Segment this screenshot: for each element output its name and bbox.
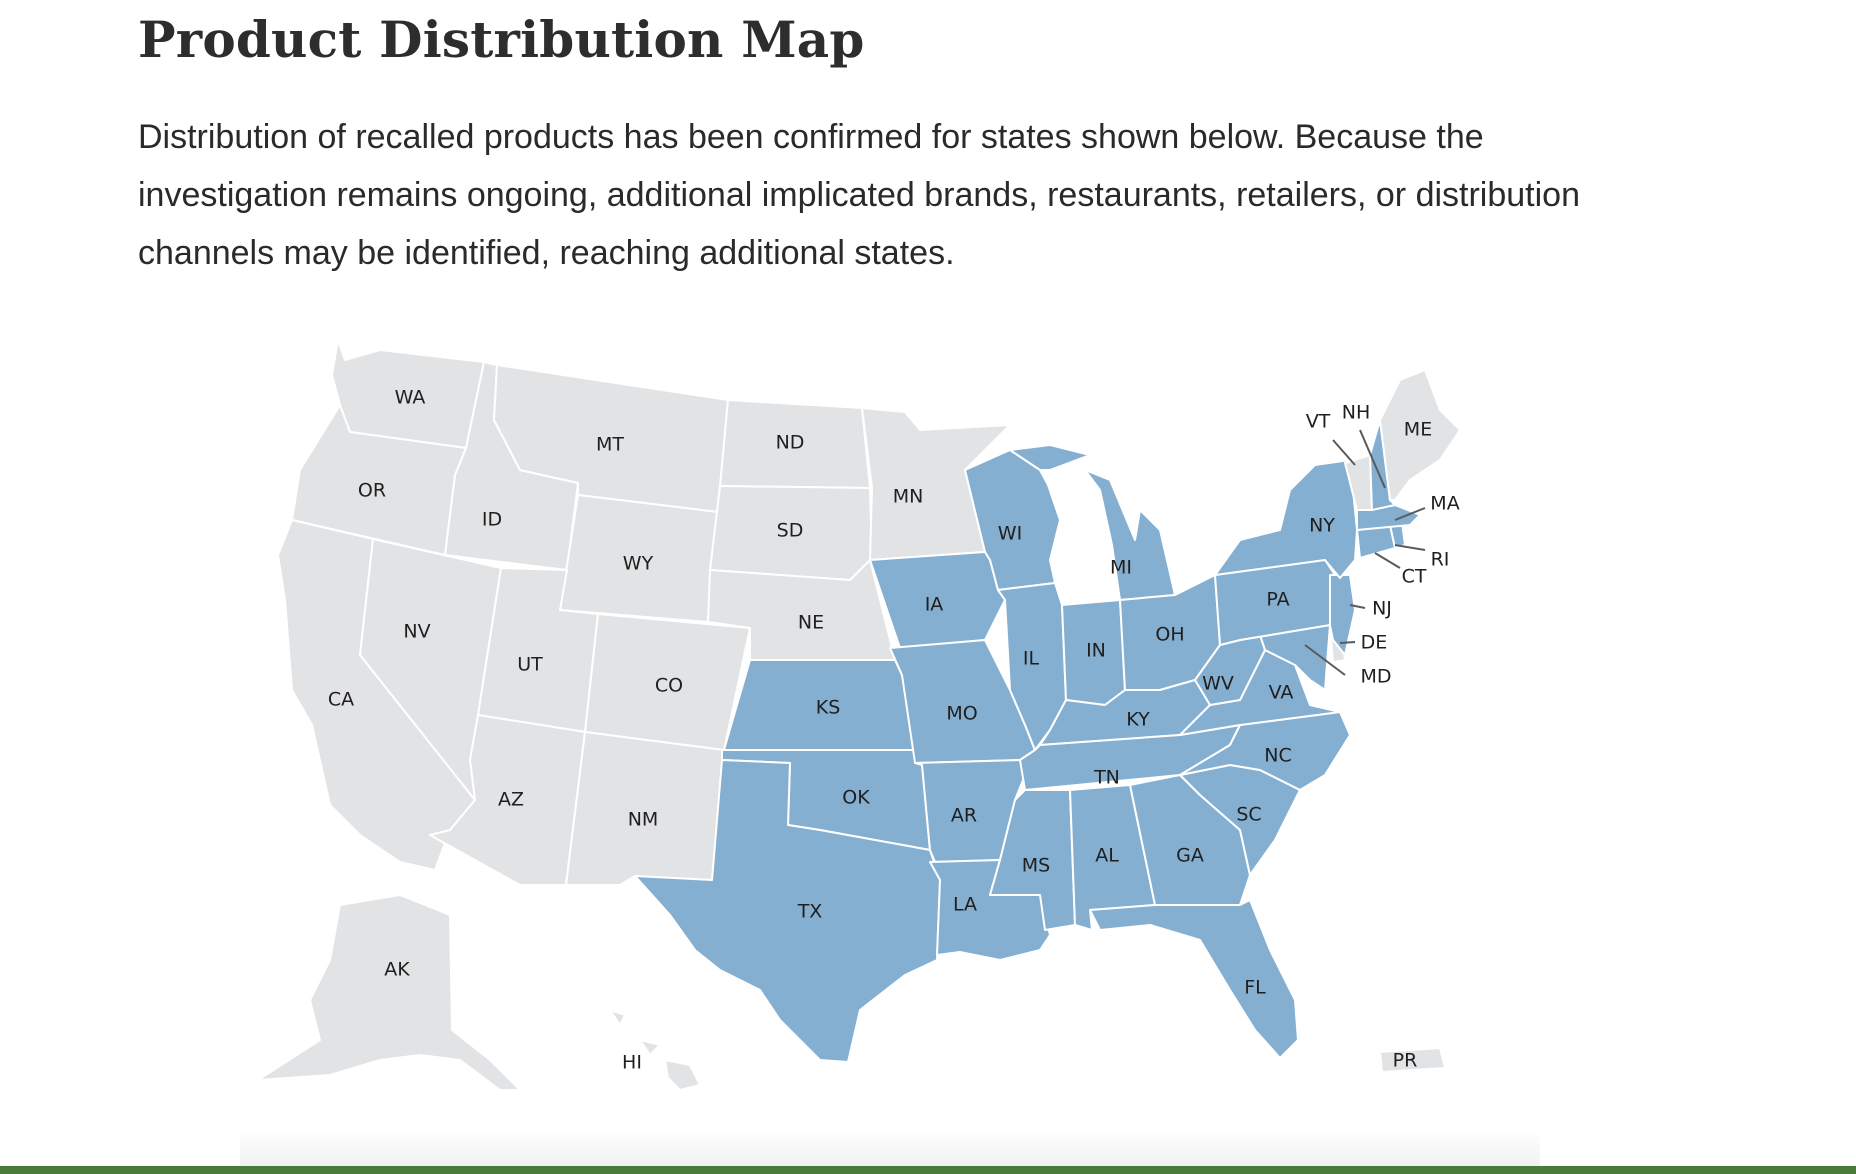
state-label-CA: CA bbox=[328, 689, 354, 711]
state-NC[interactable] bbox=[1179, 711, 1351, 791]
state-label-WI: WI bbox=[998, 523, 1022, 545]
state-label-MS: MS bbox=[1022, 855, 1050, 877]
state-label-AR: AR bbox=[951, 805, 977, 827]
state-label-NC: NC bbox=[1264, 745, 1291, 767]
state-label-WY: WY bbox=[623, 553, 654, 575]
state-HI[interactable] bbox=[609, 1009, 701, 1091]
state-NY[interactable] bbox=[1214, 459, 1358, 579]
state-TX[interactable] bbox=[634, 759, 941, 1063]
state-label-NJ: NJ bbox=[1372, 598, 1392, 620]
state-AK[interactable] bbox=[257, 894, 521, 1091]
state-label-IA: IA bbox=[925, 594, 944, 616]
intro-paragraph: Distribution of recalled products has be… bbox=[138, 118, 1580, 272]
state-label-NY: NY bbox=[1309, 515, 1335, 537]
state-label-VA: VA bbox=[1269, 682, 1294, 704]
state-label-AZ: AZ bbox=[498, 789, 524, 811]
state-ME[interactable] bbox=[1379, 369, 1461, 501]
state-label-TX: TX bbox=[797, 901, 823, 923]
state-label-HI: HI bbox=[622, 1052, 642, 1074]
state-FL[interactable] bbox=[1089, 899, 1299, 1059]
state-label-MT: MT bbox=[596, 434, 624, 456]
state-label-CO: CO bbox=[655, 675, 683, 697]
state-PR[interactable] bbox=[1379, 1047, 1446, 1073]
state-label-CT: CT bbox=[1402, 566, 1427, 588]
state-label-PR: PR bbox=[1393, 1050, 1418, 1072]
state-label-UT: UT bbox=[517, 654, 543, 676]
state-label-MD: MD bbox=[1360, 666, 1391, 688]
state-label-NE: NE bbox=[798, 612, 824, 634]
state-NH[interactable] bbox=[1369, 419, 1396, 511]
state-label-OH: OH bbox=[1155, 624, 1184, 646]
state-label-GA: GA bbox=[1176, 845, 1204, 867]
state-label-TN: TN bbox=[1093, 767, 1120, 789]
footer-shadow bbox=[240, 1130, 1540, 1166]
state-label-DE: DE bbox=[1361, 632, 1388, 654]
state-labels: WA OR CA ID NV MT WY UT AZ CO NM ND SD N… bbox=[328, 387, 1460, 1074]
state-label-MO: MO bbox=[946, 703, 977, 725]
state-label-KY: KY bbox=[1126, 709, 1150, 731]
footer-bar bbox=[0, 1166, 1856, 1174]
state-label-PA: PA bbox=[1266, 589, 1289, 611]
state-label-KS: KS bbox=[816, 697, 841, 719]
state-label-MI: MI bbox=[1110, 557, 1132, 579]
state-label-FL: FL bbox=[1244, 977, 1266, 999]
state-label-IN: IN bbox=[1086, 640, 1106, 662]
state-label-NV: NV bbox=[403, 621, 430, 643]
distribution-map: WA OR CA ID NV MT WY UT AZ CO NM ND SD N… bbox=[0, 300, 1856, 1130]
state-label-MA: MA bbox=[1430, 493, 1459, 515]
state-label-RI: RI bbox=[1431, 549, 1450, 571]
state-label-NH: NH bbox=[1342, 402, 1371, 424]
state-label-SD: SD bbox=[777, 520, 804, 542]
state-label-NM: NM bbox=[628, 809, 659, 831]
state-label-AK: AK bbox=[384, 959, 410, 981]
state-label-OR: OR bbox=[358, 480, 386, 502]
state-label-VT: VT bbox=[1306, 411, 1331, 433]
state-label-IL: IL bbox=[1023, 648, 1040, 670]
page-title: Product Distribution Map bbox=[138, 10, 865, 69]
state-label-WA: WA bbox=[395, 387, 426, 409]
state-MI[interactable] bbox=[1009, 444, 1176, 601]
state-label-MN: MN bbox=[893, 486, 924, 508]
state-label-OK: OK bbox=[842, 787, 870, 809]
state-label-ME: ME bbox=[1404, 419, 1432, 441]
state-label-WV: WV bbox=[1202, 673, 1234, 695]
state-label-SC: SC bbox=[1236, 804, 1261, 826]
state-label-ID: ID bbox=[482, 509, 502, 531]
state-NJ[interactable] bbox=[1329, 574, 1356, 656]
state-label-ND: ND bbox=[776, 432, 805, 454]
state-label-AL: AL bbox=[1095, 845, 1119, 867]
state-label-LA: LA bbox=[953, 894, 977, 916]
